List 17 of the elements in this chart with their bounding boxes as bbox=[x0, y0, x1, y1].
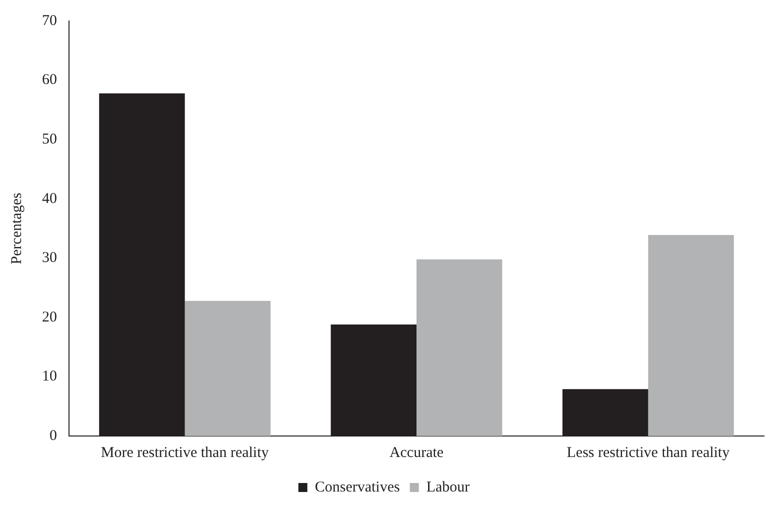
y-tick-label: 10 bbox=[42, 368, 57, 385]
x-tick-label: Less restrictive than reality bbox=[566, 444, 730, 461]
y-tick-label: 50 bbox=[42, 132, 57, 148]
y-tick-label: 0 bbox=[50, 428, 57, 444]
bar bbox=[184, 300, 271, 436]
y-tick-label: 40 bbox=[42, 190, 57, 207]
legend-label: Conservatives bbox=[314, 479, 400, 496]
bar bbox=[416, 259, 502, 436]
x-tick-label: Accurate bbox=[389, 444, 444, 461]
y-tick-label: 60 bbox=[42, 72, 57, 88]
bar bbox=[648, 235, 734, 436]
x-tick-label: More restrictive than reality bbox=[100, 444, 270, 461]
y-tick-label: 20 bbox=[42, 309, 57, 326]
y-tick-label: 30 bbox=[42, 250, 57, 266]
y-tick-label: 70 bbox=[42, 12, 57, 29]
legend-label: Labour bbox=[426, 479, 470, 496]
y-axis-title: Percentages bbox=[8, 192, 25, 264]
